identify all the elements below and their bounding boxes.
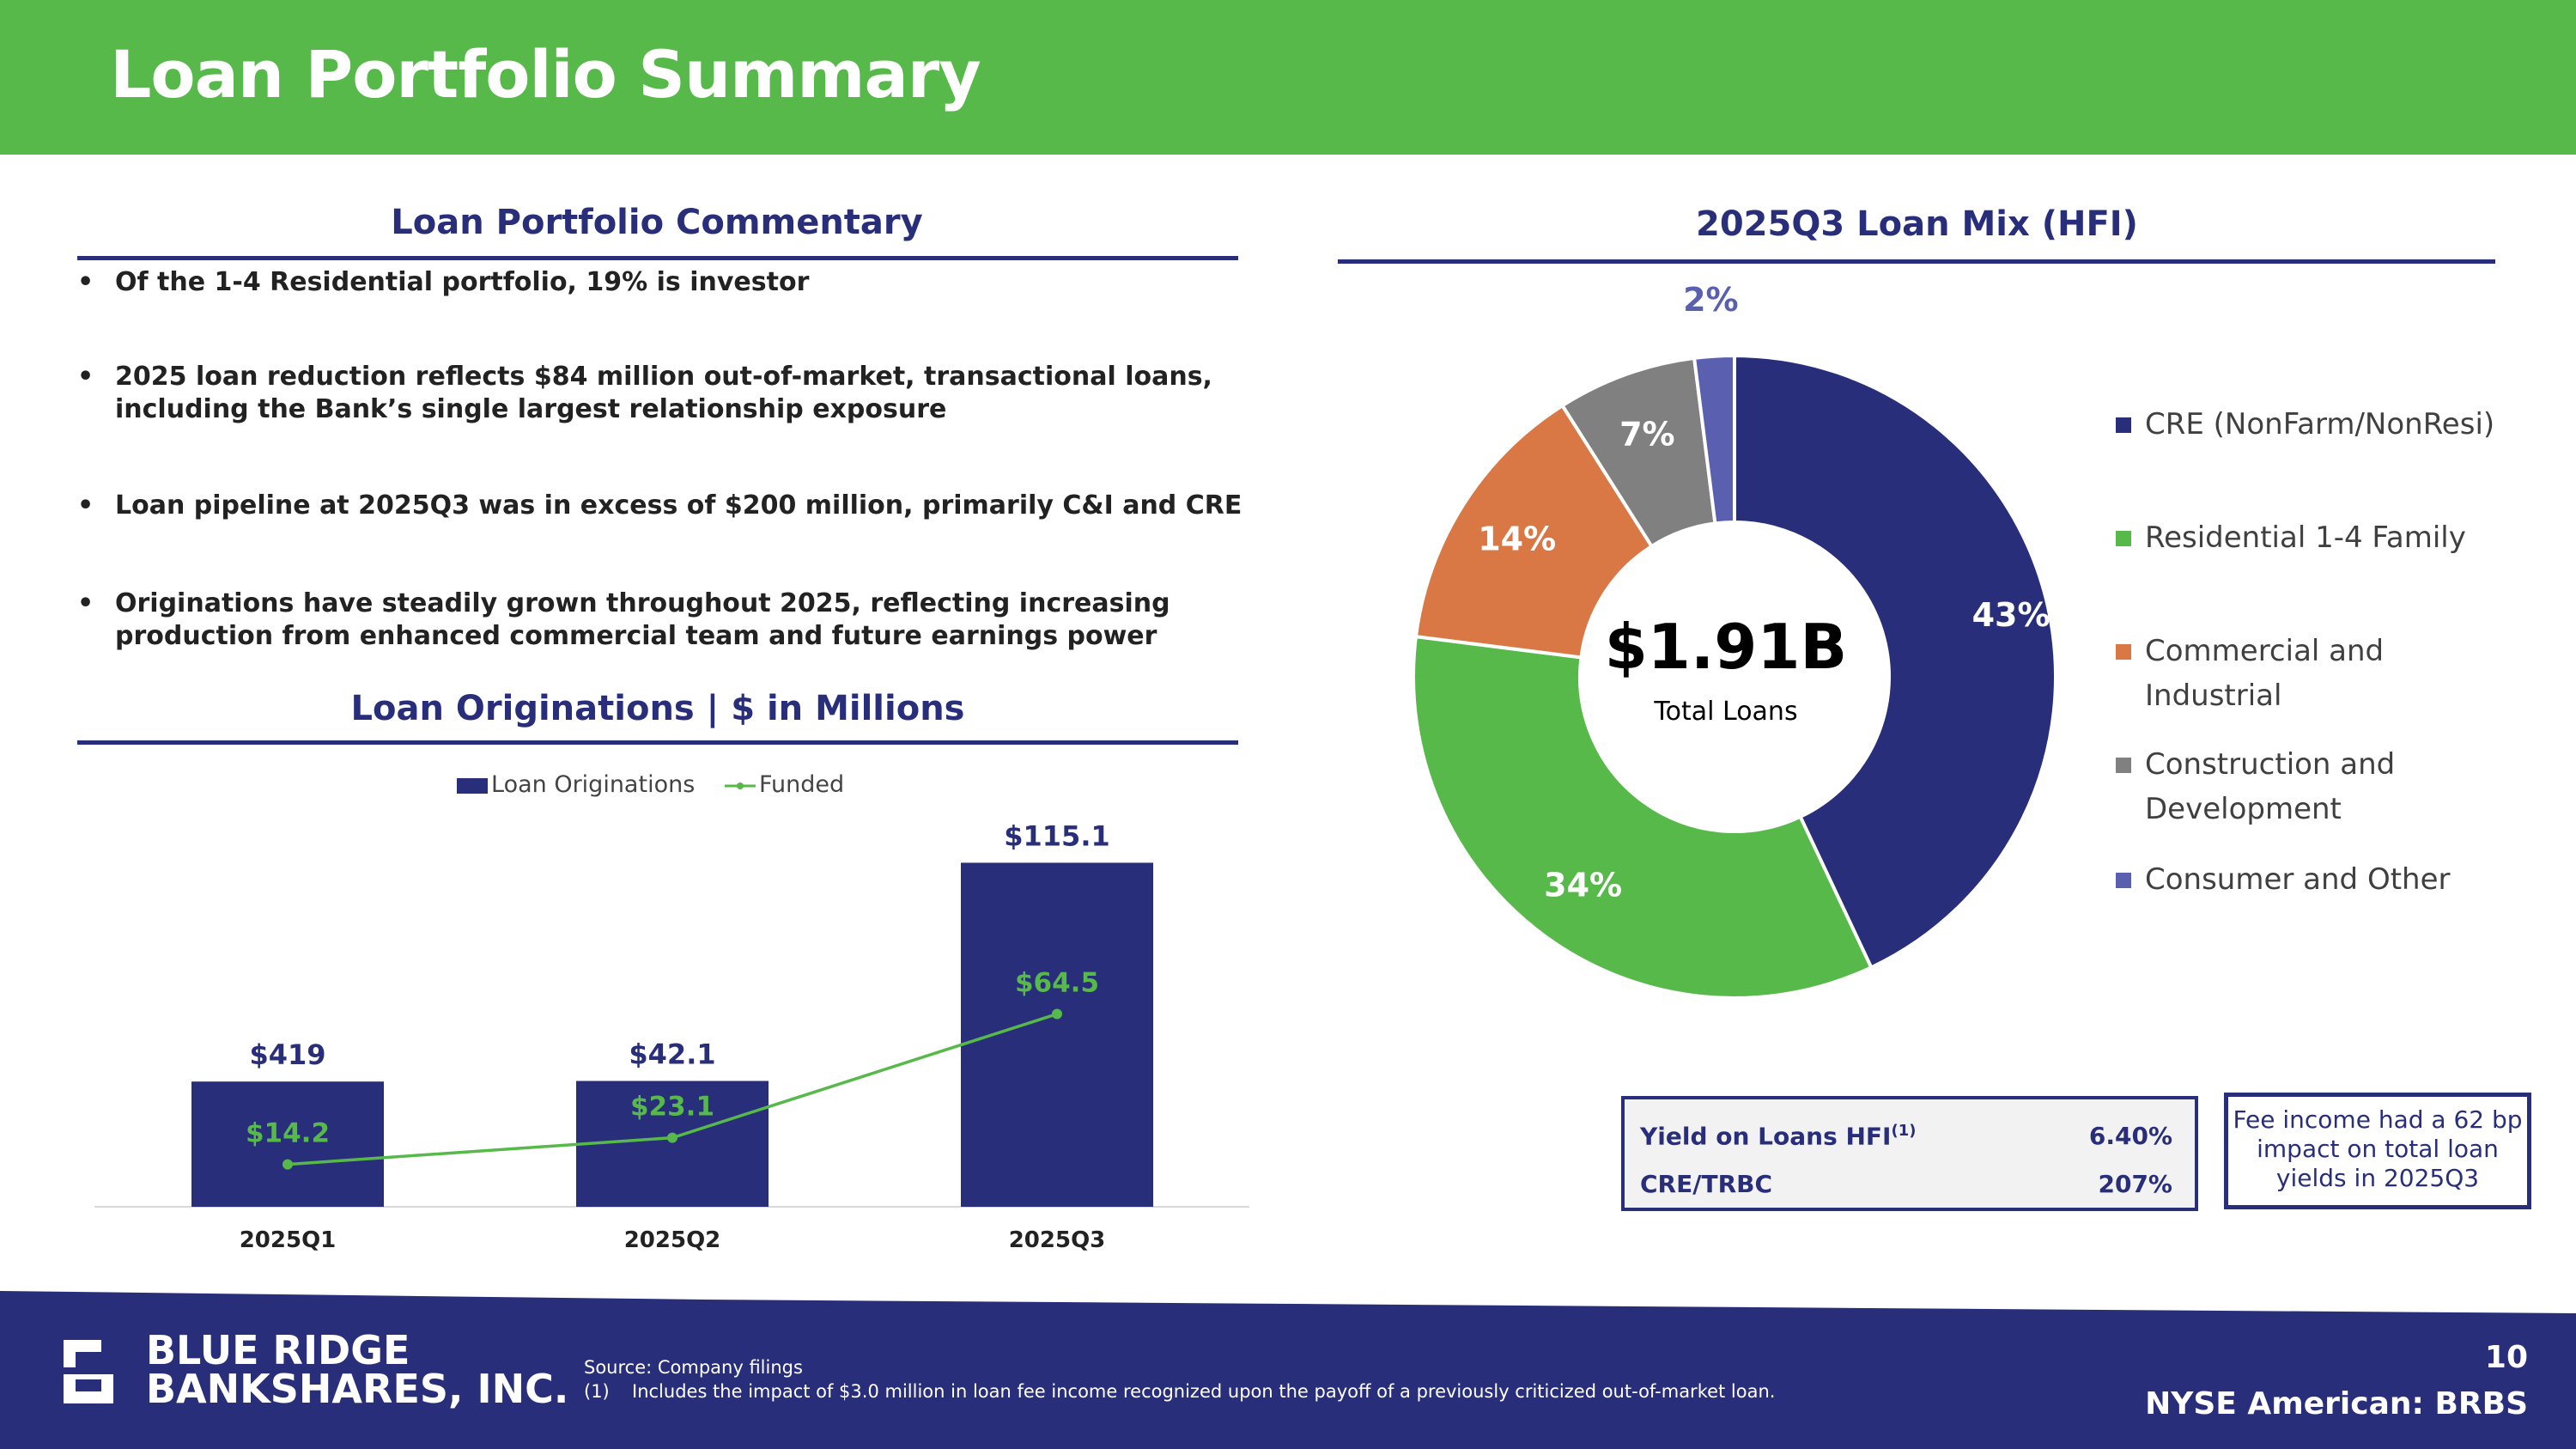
legend-consumer: Consumer and Other	[2116, 857, 2451, 902]
company-logo: BLUE RIDGE BANKSHARES, INC.	[146, 1327, 569, 1412]
pie-slice	[1692, 353, 1736, 526]
commentary-bullet: Originations have steadily grown through…	[72, 588, 1249, 653]
page-number: 10	[2484, 1340, 2528, 1375]
yield-row: Yield on Loans HFI(1) 6.40%	[1640, 1122, 2172, 1150]
fee-income-callout: Fee income had a 62 bp impact on total l…	[2224, 1093, 2531, 1209]
page-title: Loan Portfolio Summary	[110, 36, 981, 113]
funded-point	[283, 1159, 293, 1170]
legend-swatch	[2116, 644, 2131, 660]
footnote-marker: (1)	[584, 1381, 610, 1402]
x-tick-label: 2025Q1	[240, 1227, 337, 1253]
total-loans-value: $1.91B	[1605, 611, 1848, 683]
x-tick-label: 2025Q2	[624, 1227, 721, 1253]
originations-title: Loan Originations | $ in Millions	[350, 689, 965, 728]
bar-value-label: $42.1	[629, 1038, 715, 1070]
originations-chart: Loan Originations Funded $419 2025Q1 $42.1 2…	[94, 771, 1249, 1253]
legend-cre: CRE (NonFarm/NonResi)	[2116, 402, 2494, 447]
legend-swatch	[2116, 873, 2131, 888]
legend-cni: Commercial and Industrial	[2116, 629, 2428, 718]
pie-slice-label: 34%	[1544, 867, 1622, 904]
commentary-title: Loan Portfolio Commentary	[391, 203, 923, 242]
cre-trbc-label: CRE/TRBC	[1640, 1170, 1773, 1198]
legend-residential: Residential 1-4 Family	[2116, 515, 2466, 560]
pie-slice-label: 14%	[1478, 520, 1556, 557]
legend-construction: Construction and Development	[2116, 742, 2428, 831]
bar-originations	[191, 1081, 384, 1207]
commentary-bullet: Of the 1-4 Residential portfolio, 19% is…	[72, 266, 1249, 299]
logo-line-1: BLUE RIDGE	[146, 1327, 410, 1373]
loan-mix-rule	[1338, 259, 2495, 264]
pie-slice-label: 43%	[1972, 596, 2050, 634]
company-logo-mark	[64, 1340, 113, 1403]
funded-value-label: $14.2	[246, 1118, 330, 1149]
legend-swatch	[2116, 758, 2131, 773]
funded-value-label: $23.1	[630, 1092, 714, 1123]
originations-rule	[77, 740, 1238, 745]
legend-label: Construction and Development	[2145, 747, 2396, 826]
legend-label: Residential 1-4 Family	[2145, 521, 2466, 555]
cre-trbc-row: CRE/TRBC 207%	[1640, 1170, 2172, 1198]
commentary-rule	[77, 256, 1238, 260]
yield-value: 6.40%	[2088, 1122, 2172, 1150]
pie-slice	[1733, 353, 2057, 971]
source-note: Source: Company filings (1) Includes the …	[584, 1355, 1775, 1403]
legend-marker-funded	[737, 782, 744, 789]
ticker-symbol: NYSE American: BRBS	[2145, 1386, 2528, 1422]
legend-swatch	[2116, 531, 2131, 546]
pie-slice	[1413, 403, 1655, 660]
total-loans-label: Total Loans	[1653, 697, 1797, 727]
legend-label-funded: Funded	[759, 771, 844, 798]
funded-point	[1052, 1008, 1062, 1020]
footnote-text: Includes the impact of $3.0 million in l…	[632, 1381, 1776, 1402]
source-text: Source: Company filings	[584, 1357, 803, 1378]
commentary-bullet: Loan pipeline at 2025Q3 was in excess of…	[72, 490, 1249, 522]
pie-slice-label: 7%	[1619, 416, 1675, 454]
funded-value-label: $64.5	[1015, 968, 1099, 999]
yield-label: Yield on Loans HFI	[1640, 1122, 1892, 1151]
pie-slice-label: 2%	[1683, 281, 1739, 319]
commentary-bullet: 2025 loan reduction reflects $84 million…	[72, 361, 1249, 426]
legend-swatch-originations	[457, 778, 488, 794]
logo-line-2: BANKSHARES, INC.	[146, 1366, 569, 1412]
loan-mix-chart: 43% 34% 14% 7% 2% $1.91B Total Loans	[1412, 281, 2057, 1000]
legend-label: CRE (NonFarm/NonResi)	[2145, 407, 2495, 441]
bar-value-label: $115.1	[1004, 819, 1109, 852]
cre-trbc-value: 207%	[2098, 1170, 2172, 1198]
x-tick-label: 2025Q3	[1009, 1227, 1106, 1253]
legend-label: Commercial and Industrial	[2145, 634, 2385, 713]
footer-bar	[0, 1291, 2576, 1449]
legend-label: Consumer and Other	[2145, 862, 2451, 897]
funded-point	[667, 1132, 677, 1143]
pie-slice	[1412, 634, 1874, 1000]
bar-originations	[576, 1081, 769, 1207]
loan-mix-title: 2025Q3 Loan Mix (HFI)	[1696, 204, 2138, 244]
yield-table: Yield on Loans HFI(1) 6.40% CRE/TRBC 207…	[1621, 1096, 2198, 1211]
bar-value-label: $419	[249, 1038, 325, 1071]
legend-label-originations: Loan Originations	[491, 771, 695, 798]
yield-footnote-marker: (1)	[1891, 1122, 1917, 1140]
legend-swatch	[2116, 417, 2131, 433]
header-bar: Loan Portfolio Summary	[0, 0, 2576, 155]
